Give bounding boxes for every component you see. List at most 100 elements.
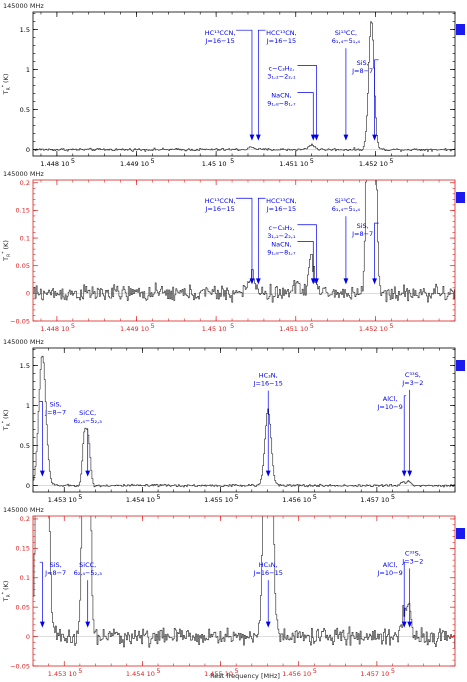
annotation-label: SiS, bbox=[357, 222, 369, 230]
frequency-label: 145000 MHz bbox=[3, 2, 44, 10]
frequency-label: 145000 MHz bbox=[3, 338, 44, 346]
y-tick-label: 0 bbox=[26, 146, 30, 154]
y-tick-label: 0.1 bbox=[20, 574, 30, 582]
arrow-head bbox=[407, 621, 413, 628]
annotation-label: Si¹³CC, bbox=[335, 197, 357, 205]
annotation-arrow bbox=[374, 59, 379, 138]
annotation-label: J=3−2 bbox=[401, 557, 423, 565]
arrow-head bbox=[265, 621, 271, 628]
annotation-label: J=16−15 bbox=[204, 37, 234, 45]
panel-marker bbox=[456, 528, 465, 539]
x-tick-exponent: 5 bbox=[230, 322, 234, 330]
arrow-head bbox=[310, 278, 316, 285]
line-annotation: NaCN,9₁,₈−8₁,₇ bbox=[267, 92, 316, 141]
x-tick-exponent: 5 bbox=[391, 493, 395, 501]
x-tick-exponent: 5 bbox=[313, 667, 317, 675]
line-annotation: HC¹³CCN,J=16−15 bbox=[204, 29, 255, 141]
annotation-label: 6₂,₄−5₂,₃ bbox=[74, 417, 103, 425]
annotation-label: HC₃N, bbox=[259, 372, 278, 380]
annotation-label: J=10−9 bbox=[377, 403, 403, 411]
line-annotation: SiS,J=8−7 bbox=[351, 59, 379, 141]
annotation-arrow bbox=[297, 241, 314, 282]
x-tick-exponent: 5 bbox=[78, 667, 82, 675]
spectrum-trace bbox=[33, 180, 455, 303]
spectrum-panel-1: 1.448 10 5 1.449 10 5 1.45 10 5 1.451 10 5 1.452… bbox=[1, 2, 465, 168]
panel-marker bbox=[456, 192, 465, 203]
x-tick-exponent: 5 bbox=[389, 322, 393, 330]
annotation-label: SiCC, bbox=[79, 409, 96, 417]
y-tick-label: −0.05 bbox=[10, 662, 30, 670]
x-tick-label: 1.457 10 bbox=[360, 496, 389, 504]
annotation-label: AlCl, bbox=[383, 395, 398, 403]
annotation-label: AlCl, bbox=[383, 561, 398, 569]
x-tick-label: 1.45 10 bbox=[202, 325, 227, 333]
x-tick-label: 1.455 10 bbox=[204, 670, 233, 678]
line-annotation: NaCN,9₁,₈−8₁,₇ bbox=[267, 240, 316, 285]
y-axis-label: TR*(K) bbox=[1, 74, 12, 96]
annotation-label: c−C₃H₂, bbox=[269, 224, 295, 232]
annotation-label: J=3−2 bbox=[401, 379, 423, 387]
x-tick-label: 1.454 10 bbox=[126, 496, 155, 504]
spectrum-trace bbox=[33, 355, 455, 488]
arrow-head bbox=[372, 134, 377, 141]
arrow-head bbox=[343, 278, 349, 285]
annotation-label: 3₁,₂−2₂,₁ bbox=[267, 72, 296, 80]
annotation-label: J=16−15 bbox=[253, 380, 283, 388]
annotation-arrow bbox=[236, 197, 253, 282]
panel-marker bbox=[456, 24, 465, 35]
arrow-head bbox=[401, 621, 407, 628]
line-annotation: SiS,J=8−7 bbox=[39, 561, 66, 628]
annotation-label: SiS, bbox=[50, 400, 62, 408]
y-tick-label: 1 bbox=[26, 402, 30, 410]
y-tick-label: 0 bbox=[26, 290, 30, 298]
x-tick-exponent: 5 bbox=[389, 157, 393, 165]
y-tick-label: 0 bbox=[26, 633, 30, 641]
x-tick-exponent: 5 bbox=[156, 493, 160, 501]
annotation-label: 6₁,₄−5₁,₄ bbox=[332, 205, 361, 213]
arrow-head bbox=[343, 134, 349, 141]
annotation-arrow bbox=[39, 561, 43, 625]
annotation-label: J=16−15 bbox=[266, 37, 296, 45]
x-tick-label: 1.456 10 bbox=[282, 670, 311, 678]
x-tick-exponent: 5 bbox=[71, 322, 75, 330]
line-annotation: SiS,J=8−7 bbox=[39, 400, 66, 477]
arrow-head bbox=[401, 470, 407, 477]
x-tick-label: 1.448 10 bbox=[40, 325, 69, 333]
line-annotation: HCC¹³CN,J=16−15 bbox=[255, 29, 297, 141]
x-tick-label: 1.457 10 bbox=[360, 670, 389, 678]
line-annotation: SiCC,6₂,₄−5₂,₃ bbox=[74, 561, 102, 628]
line-annotation: HCC¹³CN,J=16−15 bbox=[255, 197, 297, 285]
frequency-label: 145000 MHz bbox=[3, 170, 44, 178]
annotation-label: SiS, bbox=[357, 59, 369, 67]
x-tick-exponent: 5 bbox=[71, 157, 75, 165]
y-tick-label: 1.5 bbox=[20, 362, 30, 370]
y-tick-label: 1.5 bbox=[20, 26, 30, 34]
spectrum-trace bbox=[33, 21, 455, 152]
y-axis-label: TR*(K) bbox=[1, 240, 12, 262]
annotation-arrow bbox=[297, 65, 317, 138]
annotation-arrow bbox=[403, 561, 407, 625]
annotation-label: 9₁,₈−8₁,₇ bbox=[267, 248, 296, 256]
y-tick-label: 0.5 bbox=[20, 442, 30, 450]
annotation-label: SiS, bbox=[50, 561, 62, 569]
x-tick-label: 1.452 10 bbox=[359, 325, 388, 333]
annotation-arrow bbox=[257, 197, 266, 282]
annotation-label: HCC¹³CN, bbox=[266, 197, 297, 205]
x-tick-label: 1.451 10 bbox=[279, 325, 308, 333]
x-tick-label: 1.451 10 bbox=[279, 160, 308, 168]
arrow-head bbox=[255, 278, 261, 285]
x-tick-exponent: 5 bbox=[156, 667, 160, 675]
annotation-label: NaCN, bbox=[271, 240, 291, 248]
y-tick-label: 0.2 bbox=[20, 179, 30, 187]
line-annotation: AlCl,J=10−9 bbox=[377, 395, 407, 477]
line-annotation: AlCl,J=10−9 bbox=[377, 561, 407, 628]
annotation-label: J=16−15 bbox=[266, 205, 296, 213]
annotation-label: NaCN, bbox=[271, 92, 291, 100]
annotation-arrow bbox=[257, 29, 266, 138]
arrow-head bbox=[314, 278, 319, 285]
annotation-label: 3₁,₂−2₂,₁ bbox=[267, 232, 296, 240]
x-tick-exponent: 5 bbox=[235, 493, 239, 501]
annotation-label: 6₁,₄−5₁,₄ bbox=[332, 37, 361, 45]
annotation-label: c−C₃H₂, bbox=[269, 64, 295, 72]
y-tick-label: 0.2 bbox=[20, 515, 30, 523]
